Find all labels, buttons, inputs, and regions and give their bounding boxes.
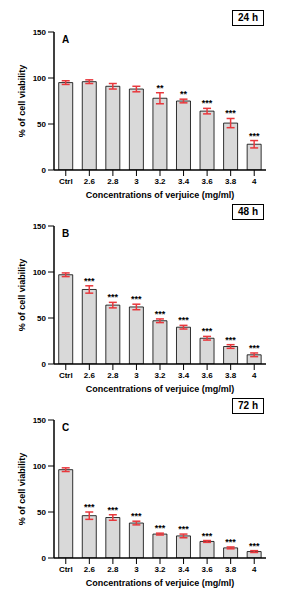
svg-text:***: ***	[225, 108, 236, 118]
svg-text:2.8: 2.8	[107, 371, 119, 380]
svg-text:2.6: 2.6	[84, 177, 96, 186]
svg-text:3.4: 3.4	[178, 371, 190, 380]
svg-text:3.2: 3.2	[154, 371, 166, 380]
svg-text:50: 50	[37, 120, 46, 129]
svg-text:Concentrations of verjuice (mg: Concentrations of verjuice (mg/ml)	[86, 578, 235, 588]
svg-text:***: ***	[108, 292, 119, 302]
html-text:72 h: 72 h	[238, 400, 258, 411]
svg-text:150: 150	[33, 28, 47, 37]
svg-text:***: ***	[178, 524, 189, 534]
html-text:24 h: 24 h	[238, 12, 258, 23]
svg-text:***: ***	[155, 523, 166, 533]
svg-text:***: ***	[249, 343, 260, 353]
svg-text:3: 3	[134, 177, 139, 186]
svg-text:***: ***	[131, 511, 142, 521]
svg-text:50: 50	[37, 314, 46, 323]
svg-text:50: 50	[37, 508, 46, 517]
svg-text:3: 3	[134, 371, 139, 380]
svg-text:3.6: 3.6	[202, 565, 214, 574]
svg-text:***: ***	[202, 326, 213, 336]
svg-text:3.4: 3.4	[178, 565, 190, 574]
svg-text:3.4: 3.4	[178, 177, 190, 186]
svg-text:***: ***	[155, 309, 166, 319]
svg-text:Concentrations of verjuice (mg: Concentrations of verjuice (mg/ml)	[86, 384, 235, 394]
svg-text:***: ***	[202, 531, 213, 541]
html-text:A: A	[62, 34, 70, 45]
svg-text:2.6: 2.6	[84, 565, 96, 574]
svg-text:0: 0	[42, 554, 47, 563]
svg-text:2.8: 2.8	[107, 177, 119, 186]
svg-text:***: ***	[84, 502, 95, 512]
svg-text:3.8: 3.8	[225, 565, 237, 574]
svg-text:***: ***	[225, 537, 236, 547]
svg-text:% of cell viability: % of cell viability	[17, 65, 27, 138]
svg-text:0: 0	[42, 166, 47, 175]
svg-text:150: 150	[33, 416, 47, 425]
svg-text:150: 150	[33, 222, 47, 231]
html-text:48 h: 48 h	[238, 206, 258, 217]
svg-text:3.6: 3.6	[202, 371, 214, 380]
svg-text:2.6: 2.6	[84, 371, 96, 380]
svg-text:***: ***	[131, 294, 142, 304]
svg-text:3.8: 3.8	[225, 177, 237, 186]
svg-text:Ctrl: Ctrl	[59, 177, 73, 186]
svg-text:4: 4	[252, 177, 257, 186]
svg-text:3.8: 3.8	[225, 371, 237, 380]
svg-text:***: ***	[178, 315, 189, 325]
svg-text:4: 4	[252, 565, 257, 574]
svg-text:***: ***	[108, 505, 119, 515]
svg-text:4: 4	[252, 371, 257, 380]
html-text:C: C	[62, 422, 70, 433]
svg-text:3.2: 3.2	[154, 177, 166, 186]
svg-text:% of cell viability: % of cell viability	[17, 259, 27, 332]
svg-text:100: 100	[33, 462, 47, 471]
svg-text:***: ***	[249, 541, 260, 551]
svg-text:**: **	[156, 83, 164, 93]
svg-text:Ctrl: Ctrl	[59, 371, 73, 380]
svg-text:***: ***	[249, 131, 260, 141]
svg-text:Ctrl: Ctrl	[59, 565, 73, 574]
html-text:B: B	[62, 228, 70, 239]
svg-text:3.2: 3.2	[154, 565, 166, 574]
svg-text:***: ***	[225, 335, 236, 345]
svg-text:100: 100	[33, 74, 47, 83]
svg-text:***: ***	[202, 98, 213, 108]
svg-text:0: 0	[42, 360, 47, 369]
svg-text:100: 100	[33, 268, 47, 277]
svg-text:% of cell viability: % of cell viability	[17, 453, 27, 526]
svg-text:***: ***	[84, 276, 95, 286]
svg-text:2.8: 2.8	[107, 565, 119, 574]
svg-text:3: 3	[134, 565, 139, 574]
svg-text:Concentrations of verjuice (mg: Concentrations of verjuice (mg/ml)	[86, 190, 235, 200]
svg-text:**: **	[180, 89, 188, 99]
svg-text:3.6: 3.6	[202, 177, 214, 186]
